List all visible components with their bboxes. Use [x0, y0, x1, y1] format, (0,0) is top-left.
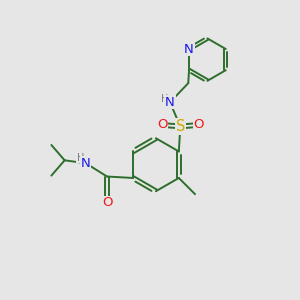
Text: O: O: [157, 118, 167, 131]
Text: N: N: [184, 43, 194, 56]
Text: N: N: [165, 96, 175, 109]
Text: N: N: [81, 157, 91, 170]
Text: H: H: [77, 153, 84, 163]
Text: O: O: [102, 196, 112, 209]
Text: O: O: [193, 118, 204, 131]
Text: S: S: [176, 119, 185, 134]
Text: H: H: [161, 94, 168, 104]
